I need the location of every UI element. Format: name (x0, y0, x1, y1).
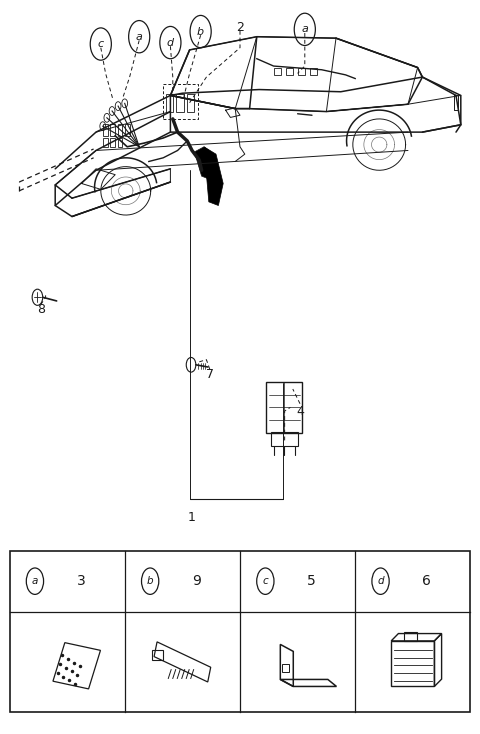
Bar (176, 94, 184, 112)
Text: 6: 6 (422, 574, 431, 588)
Bar (10, 550, 470, 712)
Bar (286, 68, 293, 75)
Bar (118, 124, 122, 136)
Text: b: b (197, 26, 204, 37)
Bar (404, 632, 417, 641)
Bar (125, 124, 130, 136)
Bar (187, 94, 194, 112)
Text: a: a (301, 24, 308, 34)
Bar (110, 124, 115, 136)
Bar (282, 664, 289, 672)
Text: 4: 4 (296, 404, 304, 418)
Bar (166, 94, 173, 112)
Text: 8: 8 (37, 303, 45, 316)
Text: b: b (147, 576, 154, 586)
Polygon shape (194, 147, 216, 180)
Bar (110, 138, 115, 147)
Bar (266, 382, 302, 433)
Text: a: a (136, 32, 143, 42)
Text: c: c (98, 39, 104, 49)
Bar (391, 641, 434, 686)
Bar (103, 138, 108, 147)
Bar (103, 124, 108, 136)
Bar (118, 138, 122, 147)
Text: c: c (263, 576, 268, 586)
Text: d: d (377, 576, 384, 586)
Text: 2: 2 (236, 21, 244, 34)
Text: 5: 5 (307, 574, 316, 588)
Bar (271, 432, 298, 446)
Bar (298, 68, 305, 75)
Bar (310, 68, 317, 75)
Text: d: d (167, 37, 174, 48)
Polygon shape (204, 147, 223, 206)
Text: 9: 9 (192, 574, 201, 588)
Text: 7: 7 (206, 368, 214, 381)
Text: 1: 1 (188, 511, 196, 524)
Bar (274, 68, 281, 75)
Text: 3: 3 (77, 574, 85, 588)
Text: a: a (32, 576, 38, 586)
